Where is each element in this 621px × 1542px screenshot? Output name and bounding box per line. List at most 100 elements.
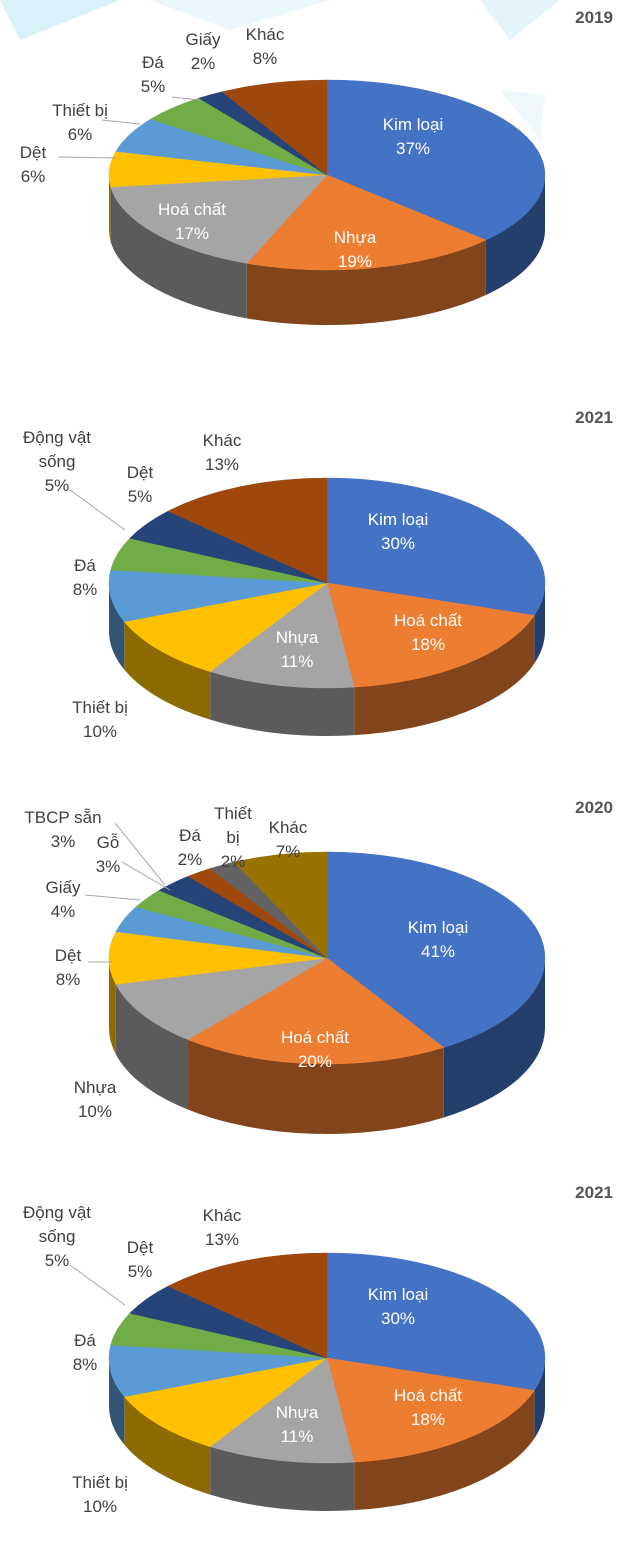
slice — [115, 957, 328, 1040]
slice — [108, 931, 328, 985]
slice-name: Đá — [179, 826, 201, 845]
data-label: Hoá chất 20% — [281, 1026, 349, 1074]
slice-name: Dệt — [126, 1238, 154, 1257]
data-label: Nhựa 11% — [276, 626, 319, 674]
leader-line — [121, 861, 171, 891]
data-label: Dệt 6% — [20, 141, 46, 189]
leader-line — [171, 96, 201, 101]
slice-name: Giấy — [185, 30, 221, 49]
slice-value: 7% — [275, 842, 301, 861]
slice-side — [534, 1358, 545, 1439]
data-label: Thiết bị 6% — [52, 99, 108, 147]
slice-value: 6% — [67, 125, 93, 144]
data-label: Hoá chất 18% — [394, 1384, 462, 1432]
slice-name: Đá — [74, 1331, 96, 1350]
slice-value: 6% — [20, 167, 46, 186]
slice-value: 8% — [72, 1355, 98, 1374]
slice-name: Nhựa — [333, 228, 377, 247]
slice-name: Nhựa — [275, 1403, 319, 1422]
slice-name: Đá — [142, 53, 164, 72]
slice-name: Hoá chất — [280, 1028, 350, 1047]
slice — [187, 957, 445, 1065]
data-label: Kim loại 37% — [383, 113, 443, 161]
slice-name: Hoá chất — [393, 1386, 463, 1405]
slice — [123, 582, 328, 672]
slice-side — [534, 583, 545, 664]
slice-name: Đá — [74, 556, 96, 575]
slice-name: Kim loại — [382, 115, 444, 134]
slice — [326, 477, 546, 616]
slice-side — [110, 186, 247, 319]
slice-name: Dệt — [54, 946, 82, 965]
slice-value: 5% — [44, 1251, 70, 1270]
data-label: Đá 8% — [73, 554, 98, 602]
data-label: Động vật sống 5% — [12, 1201, 102, 1273]
slice-side — [188, 1039, 444, 1134]
slice-name: TBCP sẵn — [24, 808, 102, 827]
slice-side — [246, 240, 486, 325]
data-label: Hoá chất 17% — [158, 198, 226, 246]
leader-line — [114, 822, 166, 886]
data-label: Khác 13% — [203, 429, 242, 477]
slice-value: 5% — [140, 77, 166, 96]
slice — [110, 174, 328, 264]
data-label: Đá 2% — [178, 824, 203, 872]
slice-name: Nhựa — [275, 628, 319, 647]
leader-line — [84, 894, 141, 901]
slice-value: 5% — [44, 476, 70, 495]
slice-name: Giấy — [45, 878, 81, 897]
slice — [209, 582, 355, 689]
slice-value: 10% — [77, 1102, 113, 1121]
data-label: Khác 13% — [203, 1204, 242, 1252]
slice-value: 18% — [410, 1410, 446, 1429]
slice-value: 3% — [50, 832, 76, 851]
slice-name: Động vật sống — [22, 1203, 92, 1246]
data-label: Thiết bị 10% — [72, 696, 128, 744]
slice — [167, 477, 328, 584]
chart-title: 2021 — [575, 1183, 613, 1202]
slice — [326, 1252, 546, 1391]
slice-name: Hoá chất — [393, 611, 463, 630]
slice-name: Khác — [245, 25, 285, 44]
slice-name: Thiết bị — [72, 698, 128, 717]
data-label: Dệt 8% — [55, 944, 81, 992]
slice-side — [109, 175, 111, 242]
slice-value: 5% — [127, 487, 153, 506]
slice-value: 2% — [190, 54, 216, 73]
slice-side — [210, 671, 355, 737]
leader-line — [101, 119, 141, 125]
data-label: Giấy 4% — [46, 876, 81, 924]
data-label: Kim loại 41% — [408, 916, 468, 964]
slice — [123, 1357, 328, 1447]
slice-value: 30% — [380, 1309, 416, 1328]
slice-side — [485, 175, 545, 296]
slice-value: 10% — [82, 722, 118, 741]
slice-value: 4% — [50, 902, 76, 921]
slice — [167, 1252, 328, 1359]
slice — [233, 851, 328, 959]
slice-name: Khác — [202, 431, 242, 450]
leader-line — [69, 1264, 126, 1306]
slice-name: Dệt — [19, 143, 47, 162]
data-label: Thiết bị 2% — [208, 802, 258, 874]
slice-name: Thiết bị — [72, 1473, 128, 1492]
chart-title: 2020 — [575, 798, 613, 817]
slice-value: 3% — [95, 857, 121, 876]
slice-name: Khác — [268, 818, 308, 837]
slice — [209, 1357, 355, 1464]
slice — [221, 79, 328, 176]
data-label: Hoá chất 18% — [394, 609, 462, 657]
slice — [326, 851, 546, 1048]
slice-value: 17% — [174, 224, 210, 243]
decoration — [0, 0, 120, 40]
data-label: Đá 5% — [141, 51, 166, 99]
slice — [326, 582, 535, 688]
slice — [108, 569, 328, 622]
leader-line — [69, 489, 126, 531]
slice-name: Kim loại — [367, 1285, 429, 1304]
slice — [246, 174, 487, 271]
chart-title: 2019 — [575, 8, 613, 27]
data-label: Khác 8% — [246, 23, 285, 71]
